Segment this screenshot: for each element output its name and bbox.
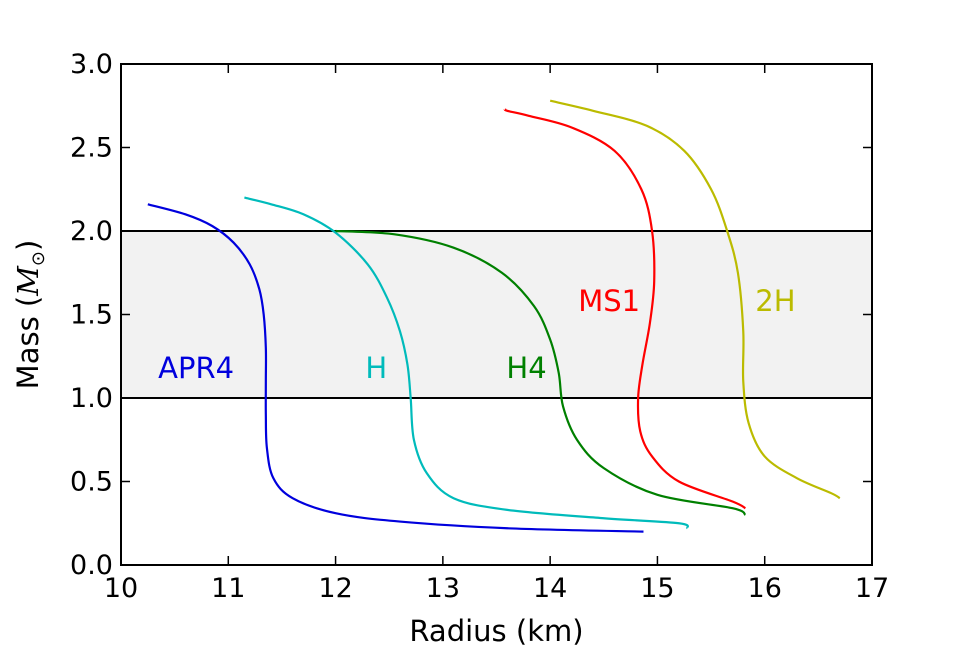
y-tick-label: 1.5 <box>70 300 113 331</box>
label-2h: 2H <box>755 284 795 318</box>
y-tick-label: 1.0 <box>70 383 113 414</box>
curve-layer <box>147 99 841 533</box>
curve-h <box>244 196 689 530</box>
label-h: H <box>365 351 387 385</box>
curve-apr4 <box>147 203 644 533</box>
plot-frame <box>120 63 873 566</box>
x-tick-label: 11 <box>211 573 245 604</box>
label-ms1: MS1 <box>578 284 640 318</box>
y-tick-label: 0.5 <box>70 467 113 498</box>
y-axis-title: Mass (M⊙) <box>11 240 49 390</box>
y-tick-label: 3.0 <box>70 49 113 80</box>
y-tick-label: 2.0 <box>70 216 113 247</box>
x-tick-label: 10 <box>104 573 138 604</box>
x-tick-label: 16 <box>748 573 782 604</box>
x-tick-label: 12 <box>318 573 352 604</box>
y-tick-label: 0.0 <box>70 550 113 581</box>
y-axis-title-close: ) <box>11 240 45 251</box>
curve-h4 <box>335 229 747 516</box>
x-tick-label: 14 <box>533 573 567 604</box>
y-axis-title-symbol: M <box>11 265 45 297</box>
y-axis-title-text: Mass ( <box>11 296 45 390</box>
x-tick-label: 15 <box>640 573 674 604</box>
x-tick-label: 13 <box>426 573 460 604</box>
x-axis-title: Radius (km) <box>409 614 583 646</box>
y-axis-title-subscript: ⊙ <box>28 251 49 266</box>
label-apr4: APR4 <box>158 351 234 385</box>
curve-ms1 <box>503 108 746 510</box>
label-h4: H4 <box>506 351 546 385</box>
tick-layer: 10 11 12 13 14 15 16 17 0.0 0.5 1.0 1.5 2.0 2.5 3.0 <box>70 49 889 604</box>
curve-2h <box>549 99 841 500</box>
y-tick-label: 2.5 <box>70 133 113 164</box>
label-layer: APR4 H H4 MS1 2H <box>158 284 795 385</box>
x-tick-label: 17 <box>855 573 889 604</box>
